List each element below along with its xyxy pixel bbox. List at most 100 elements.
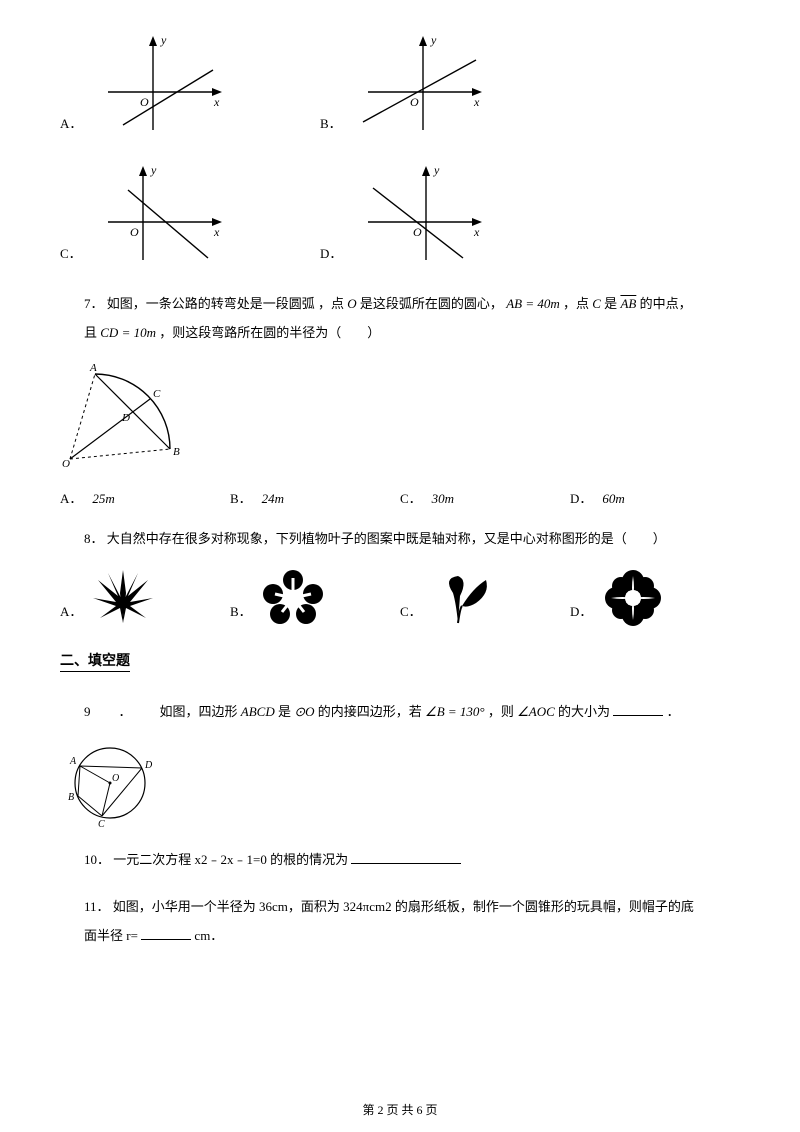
q9-a: 如图，四边形 [160,704,238,719]
svg-text:x: x [213,95,220,109]
svg-text:O: O [112,773,119,784]
svg-text:C: C [98,819,105,828]
section2-heading: 二、填空题 [60,638,740,680]
svg-text:y: y [433,163,440,177]
q7-a-val: 25m [92,491,114,506]
q7-b-val: 24m [262,491,284,506]
graph-row-1: A． y x O B． y x O [60,30,740,140]
q7-a: 如图，一条公路的转弯处是一段圆弧 ，点 [107,296,344,311]
svg-text:A: A [89,362,97,374]
svg-text:B: B [173,446,180,458]
q7-arc: AB [620,296,636,311]
q7-c-val: 30m [432,491,454,506]
svg-text:O: O [130,225,139,239]
q8-choices: A． B． [60,568,740,628]
graph-a-svg: y x O [88,30,228,140]
q9-num: 9 [84,704,91,719]
svg-text:D: D [144,760,153,771]
q11-a: 如图，小华用一个半径为 36cm，面积为 324πcm2 的扇形纸板，制作一个圆… [113,899,694,914]
q9-circ: ⊙O [294,704,314,719]
graph-b: B． y x O [320,30,488,140]
q8-c-lbl: C． [400,601,422,620]
q9-c: 的内接四边形，若 [318,704,422,719]
q7-ab: AB = 40m [506,296,560,311]
graph-c: C． y x O [60,160,320,270]
q9-d: ，则 [488,704,514,719]
q9-period: ． [667,704,680,719]
footer-text: 第 2 页 共 6 页 [362,1103,437,1117]
q7-g: ，则这段弯路所在圆的半径为（ ） [159,325,380,340]
leaf-a-icon [88,568,158,628]
graph-b-svg: y x O [348,30,488,140]
q10-body: 一元二次方程 x2﹣2x﹣1=0 的根的情况为 [113,852,348,867]
q9-angB: ∠B = 130° [425,704,485,719]
q11-num: 11． [84,899,110,914]
q9-dot: ． [119,704,132,719]
graph-a: A． y x O [60,30,320,140]
q7-choices: A． 25m B． 24m C． 30m D． 60m [60,488,740,507]
q7-b: 是这段弧所在圆的圆心， [360,296,503,311]
graph-d-label: D． [320,243,342,262]
q7-C: C [592,296,601,311]
graph-d: D． y x O [320,160,488,270]
q7-cd: CD = 10m [100,325,156,340]
q7-e: 的中点， [640,296,692,311]
svg-text:x: x [473,225,480,239]
q8-num: 8． [84,531,104,546]
graph-c-svg: y x O [88,160,228,270]
leaf-b-icon [258,568,328,628]
q7-num: 7． [84,296,104,311]
section2-text: 二、填空题 [60,650,130,672]
q7-c: ，点 [563,296,589,311]
graph-a-label: A． [60,113,82,132]
q7-b-lbl: B． [230,491,252,506]
svg-text:x: x [213,225,220,239]
svg-text:C: C [153,388,161,400]
q7-a-lbl: A． [60,491,82,506]
q7-figure: A B C D O [60,359,740,474]
q9-abcd: ABCD [241,704,275,719]
q10-text: 10． 一元二次方程 x2﹣2x﹣1=0 的根的情况为 [84,846,740,875]
svg-text:x: x [473,95,480,109]
q9-figure: A B C D O [60,738,160,828]
q7-text: 7． 如图，一条公路的转弯处是一段圆弧 ，点 O 是这段弧所在圆的圆心， AB … [84,290,740,347]
svg-text:O: O [413,225,422,239]
svg-text:y: y [150,163,157,177]
svg-text:O: O [140,95,149,109]
graph-b-label: B． [320,113,342,132]
q11-c: cm． [194,928,223,943]
q8-d-lbl: D． [570,601,592,620]
svg-text:O: O [410,95,419,109]
svg-text:y: y [160,33,167,47]
q7-d: 是 [604,296,617,311]
q7-O: O [347,296,356,311]
svg-text:B: B [68,792,74,803]
q11-text: 11． 如图，小华用一个半径为 36cm，面积为 324πcm2 的扇形纸板，制… [84,893,740,950]
leaf-d-icon [598,568,668,628]
q10-blank [351,850,461,864]
svg-text:D: D [121,412,130,424]
q8-a-lbl: A． [60,601,82,620]
page-footer: 第 2 页 共 6 页 [60,1101,740,1118]
q9-blank [613,702,663,716]
graph-d-svg: y x O [348,160,488,270]
graph-row-2: C． y x O D． y x O [60,160,740,270]
q9-text: 9 ． 如图，四边形 ABCD 是 ⊙O 的内接四边形，若 ∠B = 130° … [84,698,740,727]
q7-d-val: 60m [602,491,624,506]
graph-c-label: C． [60,243,82,262]
q9-b: 是 [278,704,291,719]
q7-d-lbl: D． [570,491,592,506]
q11-blank [141,926,191,940]
q8-body: 大自然中存在很多对称现象，下列植物叶子的图案中既是轴对称，又是中心对称图形的是（… [107,531,666,546]
q9-e: 的大小为 [558,704,610,719]
svg-text:O: O [62,458,70,469]
svg-text:y: y [430,33,437,47]
q7-f: 且 [84,325,97,340]
q10-num: 10． [84,852,110,867]
svg-text:A: A [69,756,77,767]
q8-text: 8． 大自然中存在很多对称现象，下列植物叶子的图案中既是轴对称，又是中心对称图形… [84,525,740,554]
q8-b-lbl: B． [230,601,252,620]
q11-b: 面半径 r= [84,928,138,943]
q7-c-lbl: C． [400,491,422,506]
leaf-c-icon [428,568,498,628]
